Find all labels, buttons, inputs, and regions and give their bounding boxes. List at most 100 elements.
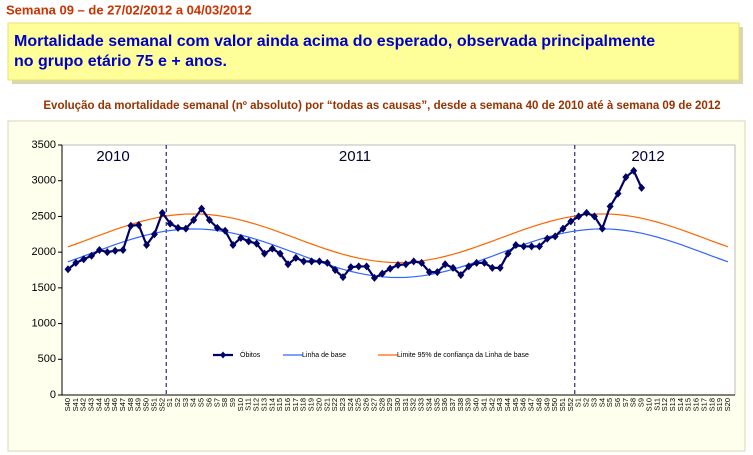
data-point — [95, 246, 103, 254]
legend-label: Limite 95% de confiança da Linha de base — [397, 352, 529, 359]
x-tick-label: S27 — [369, 398, 378, 411]
x-tick-label: S48 — [126, 398, 135, 411]
x-tick-label: S32 — [409, 398, 418, 411]
x-tick-label: S33 — [417, 398, 426, 411]
year-label: 2010 — [96, 148, 129, 165]
data-point — [103, 248, 111, 257]
x-tick-label: S8 — [220, 398, 229, 407]
x-tick-label: S45 — [511, 398, 520, 411]
x-tick-label: S22 — [330, 398, 339, 411]
data-point — [457, 271, 465, 279]
data-point — [559, 224, 567, 233]
y-tick-label: 3500 — [32, 139, 56, 151]
data-point — [410, 257, 418, 266]
x-tick-label: S1 — [574, 398, 583, 407]
data-point — [253, 239, 261, 248]
x-tick-label: S40 — [63, 398, 72, 411]
x-tick-label: S39 — [464, 398, 473, 411]
x-tick-label: S26 — [362, 398, 371, 411]
x-tick-label: S46 — [519, 398, 528, 411]
x-tick-label: S10 — [644, 398, 653, 411]
data-point — [308, 257, 316, 266]
data-point — [590, 212, 598, 221]
data-point — [370, 273, 378, 282]
legend-label: Linha de base — [302, 352, 346, 359]
data-point — [614, 189, 622, 198]
x-tick-label: S18 — [707, 398, 716, 411]
y-tick-label: 1500 — [32, 282, 56, 294]
data-point — [386, 264, 394, 273]
y-tick-label: 500 — [38, 353, 56, 365]
x-tick-label: S14 — [676, 398, 685, 411]
x-tick-label: S16 — [692, 398, 701, 411]
x-tick-label: S12 — [252, 398, 261, 411]
x-tick-label: S7 — [212, 398, 221, 407]
data-point — [331, 266, 339, 274]
x-tick-label: S50 — [142, 398, 151, 411]
x-tick-label: S15 — [275, 398, 284, 411]
data-point — [182, 224, 190, 233]
x-tick-label: S23 — [338, 398, 347, 411]
y-tick-label: 1000 — [32, 317, 56, 329]
data-point — [575, 212, 583, 221]
data-point — [143, 241, 151, 249]
x-tick-label: S13 — [259, 398, 268, 411]
y-tick-label: 3000 — [32, 175, 56, 187]
data-point — [111, 246, 119, 255]
x-tick-label: S47 — [527, 398, 536, 411]
data-point — [433, 268, 441, 277]
data-point — [535, 242, 543, 251]
x-tick-label: S30 — [393, 398, 402, 411]
x-tick-label: S9 — [228, 398, 237, 407]
plot-area — [61, 144, 736, 396]
data-point — [378, 269, 386, 278]
data-point — [323, 258, 331, 267]
x-tick-label: S12 — [660, 398, 669, 411]
x-tick-label: S43 — [87, 398, 96, 411]
highlight-box — [7, 22, 740, 81]
data-point — [268, 244, 276, 253]
y-tick-label: 2500 — [32, 210, 56, 222]
x-tick-label: S50 — [550, 398, 559, 411]
data-point — [190, 216, 198, 224]
x-tick-label: S7 — [621, 398, 630, 407]
x-tick-label: S52 — [566, 398, 575, 411]
x-tick-label: S13 — [668, 398, 677, 411]
x-tick-label: S2 — [582, 398, 591, 407]
data-point — [72, 258, 80, 267]
legend-label: Óbitos — [240, 350, 261, 359]
x-tick-label: S20 — [723, 398, 732, 411]
x-tick-label: S51 — [558, 398, 567, 411]
x-tick-label: S14 — [267, 398, 276, 411]
x-tick-label: S9 — [637, 398, 646, 407]
data-point — [520, 242, 528, 251]
data-point — [504, 249, 512, 258]
x-tick-label: S36 — [440, 398, 449, 411]
data-point — [347, 263, 355, 272]
data-point — [402, 260, 410, 269]
x-tick-label: S34 — [424, 398, 433, 411]
x-tick-label: S31 — [401, 398, 410, 411]
data-point — [543, 234, 551, 243]
data-point — [425, 268, 433, 277]
x-tick-label: S21 — [322, 398, 331, 411]
data-point — [363, 262, 371, 271]
x-tick-label: S35 — [432, 398, 441, 411]
x-tick-label: S6 — [204, 398, 213, 407]
week-header: Semana 09 – de 27/02/2012 a 04/03/2012 — [6, 2, 252, 17]
x-tick-label: S29 — [385, 398, 394, 411]
data-point — [598, 224, 606, 233]
data-point — [583, 208, 591, 217]
x-tick-label: S19 — [715, 398, 724, 411]
x-tick-label: S2 — [173, 398, 182, 407]
highlight-line: Mortalidade semanal com valor ainda acim… — [14, 33, 655, 50]
x-tick-label: S15 — [684, 398, 693, 411]
x-tick-label: S49 — [134, 398, 143, 411]
data-point — [284, 260, 292, 269]
x-tick-label: S41 — [479, 398, 488, 411]
x-tick-label: S44 — [503, 398, 512, 411]
x-tick-label: S20 — [314, 398, 323, 411]
x-tick-label: S4 — [597, 398, 606, 407]
data-point — [418, 258, 426, 267]
